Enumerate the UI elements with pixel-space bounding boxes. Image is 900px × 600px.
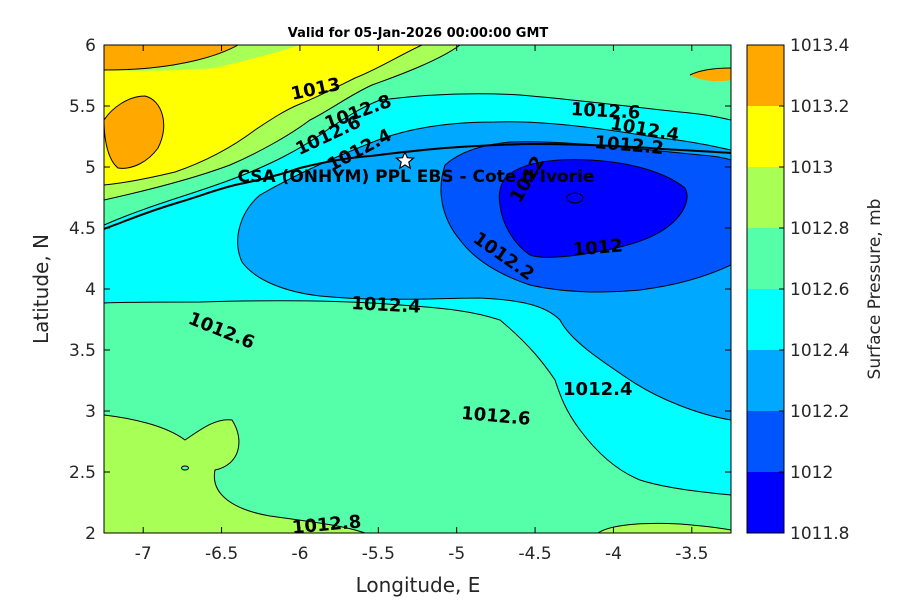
x-axis-ticks: -7 -6.5 -6 -5.5 -5 -4.5 -4 -3.5 (135, 45, 708, 564)
station-star-icon (394, 150, 416, 170)
y-tick-label: 5 (85, 158, 96, 178)
colorbar-tick-label: 1012.2 (790, 402, 849, 422)
colorbar-swatch (747, 228, 784, 289)
fill-region-1012-8-south (104, 415, 365, 533)
isobar-1012-2 (237, 121, 731, 421)
colorbar-tick-label: 1012 (790, 463, 833, 483)
y-tick-label: 4 (85, 280, 96, 300)
x-axis-label: Longitude, E (356, 573, 481, 597)
x-tick-label: -4 (605, 544, 622, 564)
fill-region-1013-2-northwest (104, 45, 238, 70)
coastline (104, 142, 731, 230)
isobar-1012-4-north (104, 93, 731, 226)
colorbar-tick-label: 1012.8 (790, 219, 849, 239)
colorbar-swatch (747, 45, 784, 106)
colorbar-swatch (747, 472, 784, 533)
isobar-1012-8-southeast (597, 522, 731, 533)
colorbar-tick-label: 1011.8 (790, 524, 849, 544)
contour-label: 1012.6 (570, 99, 640, 124)
colorbar-tick-label: 1012.4 (790, 341, 849, 361)
colorbar: 1011.8 1012 1012.2 1012.4 1012.6 1012.8 1013 10… (746, 36, 849, 544)
fill-region-1011-8 (499, 159, 688, 258)
y-axis-ticks: 2 2.5 3 3.5 4 4.5 5 5.5 6 (69, 36, 731, 544)
isobar-1013 (104, 45, 423, 186)
station-layer: CSA (ONHYM) PPL EBS - Cote d'Ivorie (237, 150, 594, 187)
colorbar-swatch (747, 289, 784, 350)
colorbar-swatch (747, 411, 784, 472)
y-tick-label: 6 (85, 36, 96, 56)
isobar-small-loop (181, 465, 189, 471)
colorbar-swatch (747, 167, 784, 228)
contour-label: 1012 (572, 235, 624, 260)
x-tick-label: -3.5 (675, 544, 708, 564)
isobar-1013-2-west (104, 95, 165, 169)
x-tick-label: -6.5 (205, 544, 238, 564)
x-tick-label: -5.5 (362, 544, 395, 564)
isobar-1013-2-northwest (104, 45, 239, 71)
colorbar-tick-label: 1013 (790, 158, 833, 178)
isobar-1012-8-north (104, 45, 461, 201)
map-title: Valid for 05-Jan-2026 00:00:00 GMT (288, 26, 549, 41)
x-tick-label: -4.5 (518, 544, 551, 564)
isobar-1012-4-south (104, 300, 731, 496)
fill-region-1013-2-west (104, 96, 164, 169)
x-tick-label: -7 (135, 544, 152, 564)
x-tick-label: -5 (448, 544, 465, 564)
y-tick-label: 4.5 (69, 219, 96, 239)
fill-region-1013 (104, 45, 422, 185)
colorbar-swatch (747, 106, 784, 167)
y-tick-label: 2.5 (69, 463, 96, 483)
colorbar-label: Surface Pressure, mb (865, 199, 885, 380)
isobar-1011-8 (498, 159, 688, 258)
isobar-1012-8-south (104, 414, 366, 533)
isobar-1013-2-northeast (689, 67, 731, 76)
station-label: CSA (ONHYM) PPL EBS - Cote d'Ivorie (237, 167, 594, 187)
contour-label: 1012.4 (351, 293, 421, 318)
colorbar-tick-label: 1013.4 (790, 36, 849, 56)
colorbar-tick-label: 1013.2 (790, 97, 849, 117)
y-tick-label: 3 (85, 402, 96, 422)
isobar-1012 (440, 141, 731, 293)
x-tick-label: -6 (291, 544, 308, 564)
y-tick-label: 2 (85, 524, 96, 544)
colorbar-swatch (747, 350, 784, 411)
y-tick-label: 3.5 (69, 341, 96, 361)
contour-label: 1012.4 (563, 379, 632, 400)
fill-region-1011-8-center (566, 192, 584, 204)
colorbar-tick-label: 1012.6 (790, 280, 849, 300)
y-axis-label: Latitude, N (29, 234, 53, 344)
y-tick-label: 5.5 (69, 97, 96, 117)
contour-lines (104, 45, 731, 533)
